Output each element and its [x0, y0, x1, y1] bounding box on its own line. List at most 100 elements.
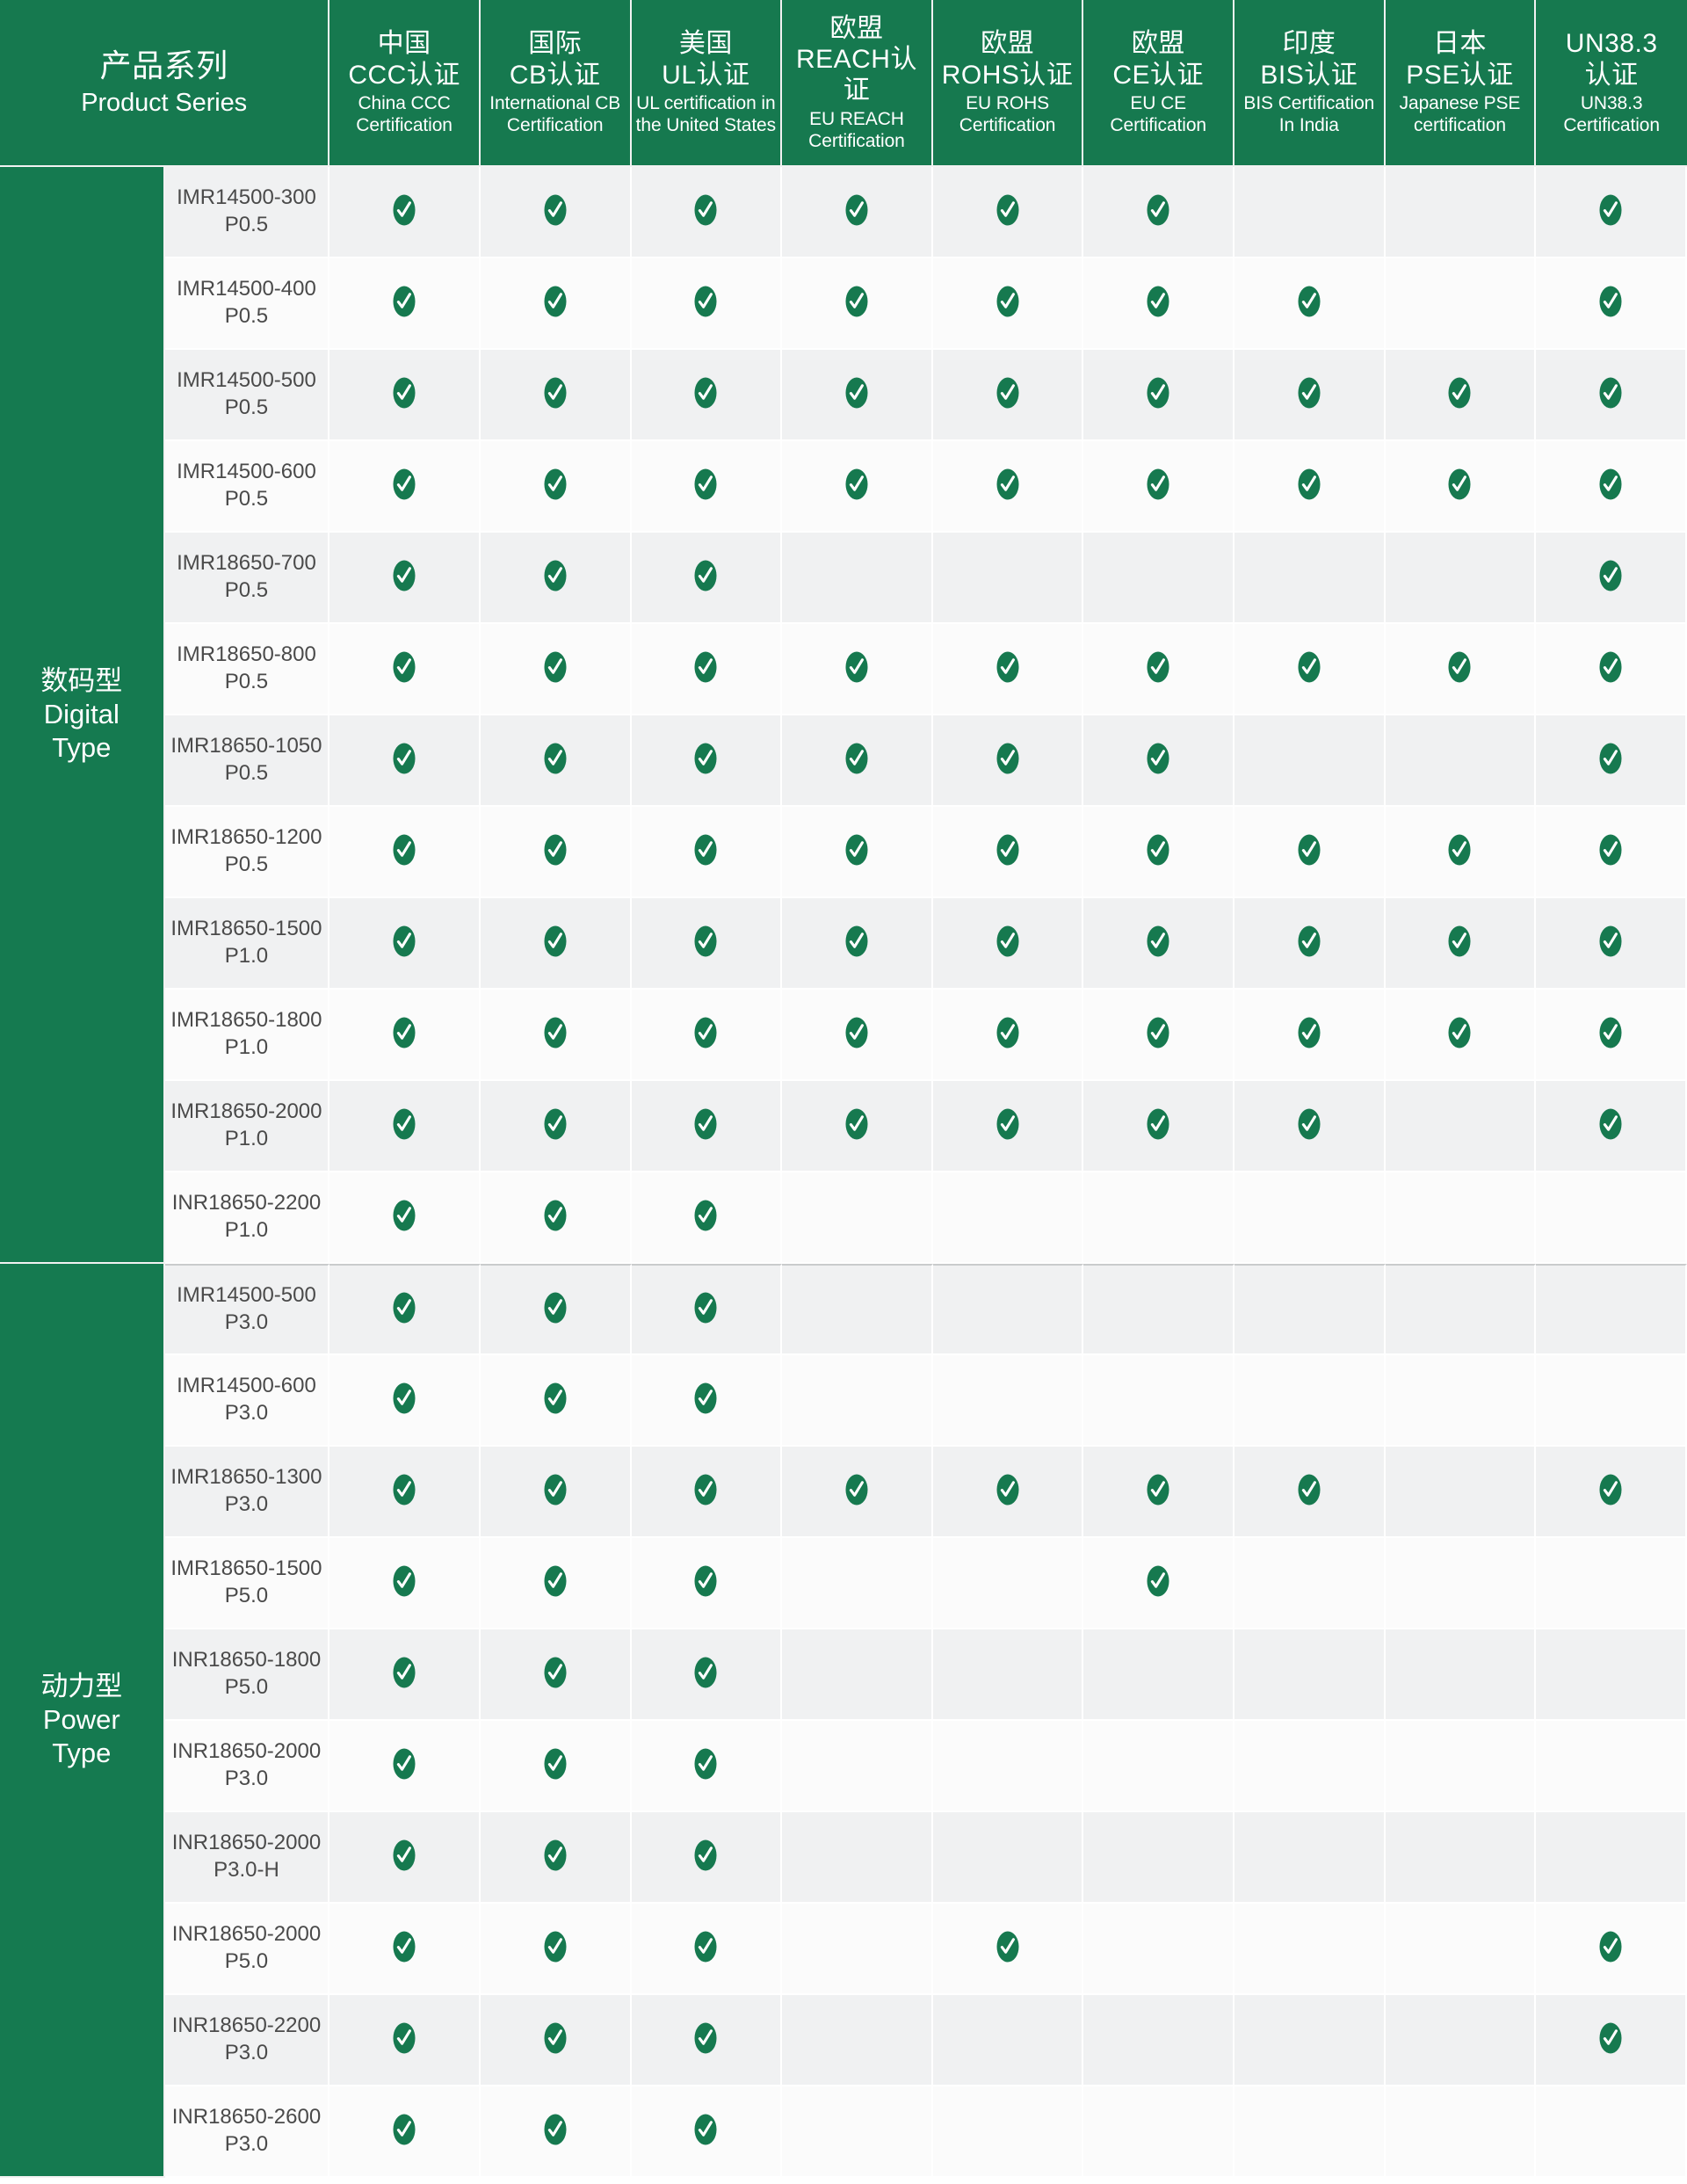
cert-cell-india-bis [1234, 715, 1386, 807]
cert-cell-un383 [1536, 1447, 1687, 1538]
cert-cell-international-cb [480, 1629, 632, 1721]
cert-cell-japan-pse [1385, 1081, 1537, 1172]
cert-cell-un383 [1536, 1812, 1687, 1904]
check-circle-icon [1147, 1017, 1169, 1048]
cert-cell-us-ul [631, 1904, 783, 1995]
check-circle-icon [996, 377, 1019, 409]
cert-cell-japan-pse [1385, 1904, 1537, 1995]
header-cn-label-2: UL认证 [662, 60, 750, 90]
product-variant: P3.0-H [214, 1858, 279, 1882]
cert-cell-us-ul [631, 1355, 783, 1447]
check-circle-icon [694, 1292, 717, 1324]
category-en-label: Digital [43, 699, 119, 730]
check-circle-icon [845, 194, 868, 226]
cert-cell-eu-reach [782, 167, 933, 258]
cert-cell-international-cb [480, 350, 632, 441]
check-circle-icon [393, 2114, 416, 2145]
header-en-label: BIS Certification In India [1243, 93, 1375, 135]
cert-cell-china-ccc [329, 1812, 481, 1904]
product-name: INR18650-2600 [171, 2105, 322, 2130]
product-series-cell: IMR14500-600 P0.5 [164, 441, 330, 533]
cert-cell-japan-pse [1385, 258, 1537, 350]
cert-cell-china-ccc [329, 1538, 481, 1629]
cert-cell-un383 [1536, 441, 1687, 533]
check-circle-icon [544, 1839, 567, 1871]
cert-cell-eu-ce [1083, 533, 1235, 624]
check-circle-icon [694, 834, 717, 866]
table-row: IMR14500-400 P0.5 [0, 258, 1687, 350]
check-circle-icon [996, 834, 1019, 866]
check-circle-icon [1599, 1017, 1622, 1048]
cert-cell-eu-rohs [932, 1172, 1084, 1264]
product-series-cell: IMR18650-1050 P0.5 [164, 715, 330, 807]
check-circle-icon [393, 1748, 416, 1780]
cert-cell-china-ccc [329, 1355, 481, 1447]
check-circle-icon [996, 1474, 1019, 1506]
cert-cell-eu-ce [1083, 624, 1235, 715]
cert-cell-international-cb [480, 1355, 632, 1447]
check-circle-icon [1599, 1108, 1622, 1140]
cert-cell-un383 [1536, 167, 1687, 258]
header-cn-label-2: CE认证 [1112, 60, 1205, 90]
check-circle-icon [544, 651, 567, 683]
category-cell-digital: 数码型 Digital Type [0, 167, 165, 1264]
header-en-label: Product Series [81, 89, 248, 118]
header-en-label: Japanese PSE certification [1399, 93, 1521, 135]
cert-cell-un383 [1536, 1721, 1687, 1812]
cert-cell-china-ccc [329, 258, 481, 350]
header-cn-label-2: ROHS认证 [941, 60, 1074, 90]
table-row: IMR18650-800 P0.5 [0, 624, 1687, 715]
check-circle-icon [544, 925, 567, 957]
cert-cell-eu-ce [1083, 258, 1235, 350]
product-series-cell: INR18650-2600 P3.0 [164, 2086, 330, 2178]
header-cn-label: 美国 [678, 29, 733, 59]
check-circle-icon [544, 377, 567, 409]
cert-cell-eu-ce [1083, 807, 1235, 898]
cert-cell-eu-reach [782, 258, 933, 350]
cert-cell-japan-pse [1385, 624, 1537, 715]
table-row: IMR18650-1300 P3.0 [0, 1447, 1687, 1538]
product-series-cell: IMR18650-2000 P1.0 [164, 1081, 330, 1172]
check-circle-icon [996, 651, 1019, 683]
cert-cell-international-cb [480, 1081, 632, 1172]
cert-cell-india-bis [1234, 1081, 1386, 1172]
table-row: IMR14500-500 P0.5 [0, 350, 1687, 441]
product-variant: P3.0 [224, 1310, 269, 1334]
check-circle-icon [544, 1200, 567, 1231]
cert-cell-eu-ce [1083, 1172, 1235, 1264]
cert-cell-japan-pse [1385, 990, 1537, 1081]
header-cn-label: UN38.3 [1565, 29, 1658, 59]
check-circle-icon [694, 2114, 717, 2145]
product-series-cell: INR18650-2000 P5.0 [164, 1904, 330, 1995]
check-circle-icon [544, 1017, 567, 1048]
table-header: 产品系列 Product Series 中国 CCC认证 China CCC C… [0, 0, 1687, 167]
check-circle-icon [1298, 651, 1321, 683]
check-circle-icon [544, 1748, 567, 1780]
check-circle-icon [1147, 194, 1169, 226]
product-variant: P0.5 [224, 761, 269, 785]
product-variant: P1.0 [224, 1127, 269, 1150]
check-circle-icon [393, 743, 416, 774]
product-variant: P1.0 [224, 1035, 269, 1059]
cert-cell-eu-rohs [932, 350, 1084, 441]
cert-cell-international-cb [480, 715, 632, 807]
cert-cell-eu-reach [782, 1355, 933, 1447]
cert-cell-china-ccc [329, 1264, 481, 1355]
check-circle-icon [845, 834, 868, 866]
cert-cell-india-bis [1234, 350, 1386, 441]
header-cn-label-2: REACH认证 [795, 45, 917, 105]
check-circle-icon [1147, 743, 1169, 774]
check-circle-icon [1448, 468, 1471, 500]
product-variant: P3.0 [224, 2132, 269, 2156]
cert-cell-china-ccc [329, 2086, 481, 2178]
check-circle-icon [393, 286, 416, 317]
cert-cell-china-ccc [329, 441, 481, 533]
cert-cell-un383 [1536, 990, 1687, 1081]
cert-cell-eu-ce [1083, 1812, 1235, 1904]
check-circle-icon [845, 1108, 868, 1140]
cert-cell-us-ul [631, 898, 783, 990]
cert-cell-eu-reach [782, 1264, 933, 1355]
check-circle-icon [393, 1839, 416, 1871]
cert-cell-international-cb [480, 1447, 632, 1538]
